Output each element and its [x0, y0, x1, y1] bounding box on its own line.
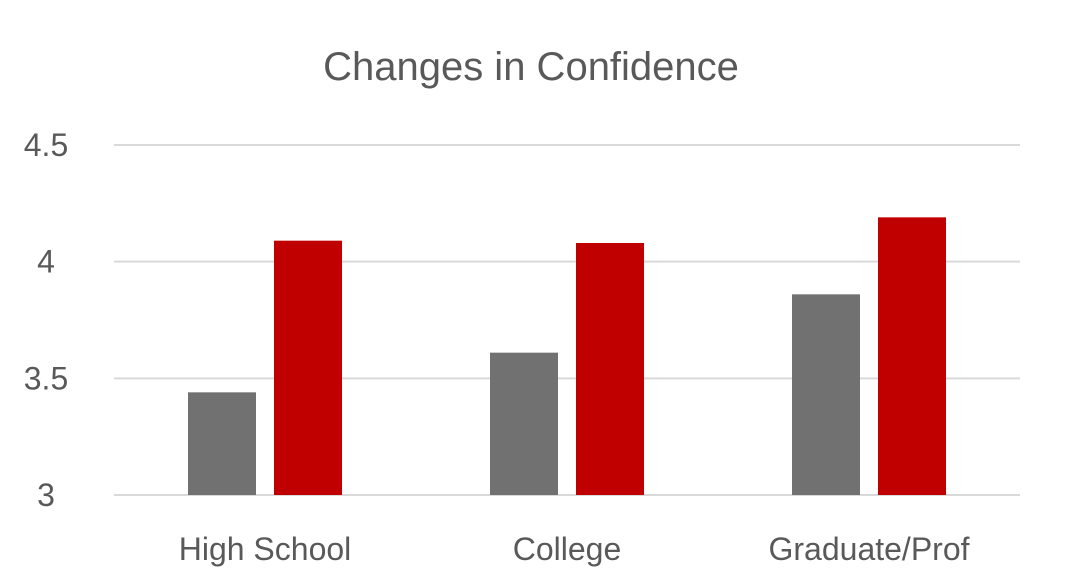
y-tick-label: 4.5 [24, 127, 68, 163]
bar-series-1 [490, 352, 558, 495]
bar-series-2 [576, 243, 644, 495]
x-category-label: College [513, 531, 622, 567]
chart-title: Changes in Confidence [323, 45, 739, 89]
y-tick-label: 4 [37, 244, 55, 280]
y-tick-label: 3.5 [24, 360, 68, 396]
x-axis-category-labels: High School College Graduate/Prof [179, 531, 970, 567]
bar-series-2 [878, 217, 946, 496]
bar-series-1 [188, 392, 256, 495]
gridlines [114, 144, 1020, 496]
bars [188, 217, 946, 496]
y-axis-tick-labels: 3 3.5 4 4.5 [24, 127, 68, 513]
y-tick-label: 3 [37, 477, 55, 513]
bar-series-2 [274, 240, 342, 495]
x-category-label: High School [179, 531, 352, 567]
x-category-label: Graduate/Prof [769, 531, 970, 567]
bar-series-1 [792, 294, 860, 495]
